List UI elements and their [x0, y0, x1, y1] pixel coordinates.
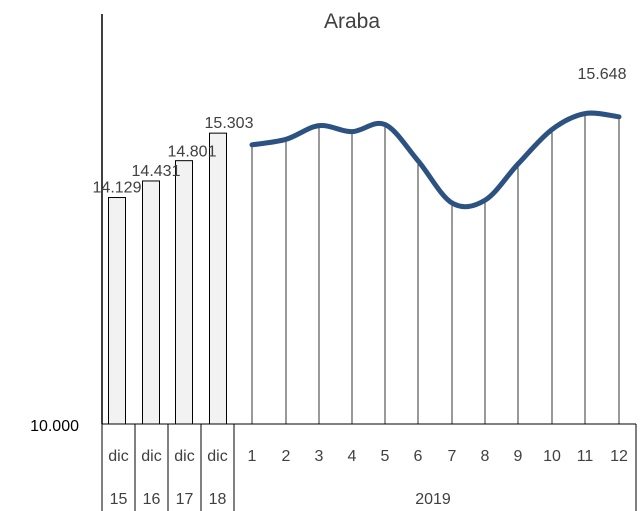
axis-label-month: 1	[248, 448, 257, 465]
axis-label-month: 3	[315, 448, 324, 465]
bar-value-label: 14.431	[132, 163, 181, 180]
bar-dic-16	[142, 180, 160, 425]
axis-label-bottom: 15	[110, 491, 128, 508]
axis-label-top: dic	[174, 448, 194, 465]
series-line-2019	[249, 110, 622, 210]
axis-label-top: dic	[141, 448, 161, 465]
axis-group-label-2019: 2019	[415, 491, 451, 508]
axis-label-month: 8	[481, 448, 490, 465]
axis-label-month: 5	[381, 448, 390, 465]
bar-dic-15	[108, 197, 126, 425]
axis-label-month: 9	[514, 448, 523, 465]
axis-label-bottom: 18	[209, 491, 227, 508]
bar-dic-17	[175, 160, 193, 425]
axis-label-month: 7	[448, 448, 457, 465]
axis-label-month: 6	[414, 448, 423, 465]
axis-label-bottom: 16	[143, 491, 161, 508]
drop-lines	[251, 113, 620, 424]
bars-group	[108, 132, 227, 425]
axis-label-bottom: 17	[176, 491, 194, 508]
axis-label-month: 10	[543, 448, 561, 465]
y-axis-min-label: 10.000	[30, 418, 79, 435]
axis-label-month: 2	[282, 448, 291, 465]
chart-title: Araba	[324, 10, 380, 33]
bar-dic-18	[209, 132, 227, 425]
axis-label-top: dic	[108, 448, 128, 465]
axis-label-month: 12	[610, 448, 628, 465]
bar-value-label: 14.129	[93, 180, 142, 197]
bar-value-label: 15.303	[205, 115, 254, 132]
line-last-value-label: 15.648	[578, 66, 627, 83]
bar-value-label: 14.801	[168, 144, 217, 161]
axis-label-month: 4	[348, 448, 357, 465]
axis-label-month: 11	[577, 448, 594, 465]
axis-label-top: dic	[207, 448, 227, 465]
